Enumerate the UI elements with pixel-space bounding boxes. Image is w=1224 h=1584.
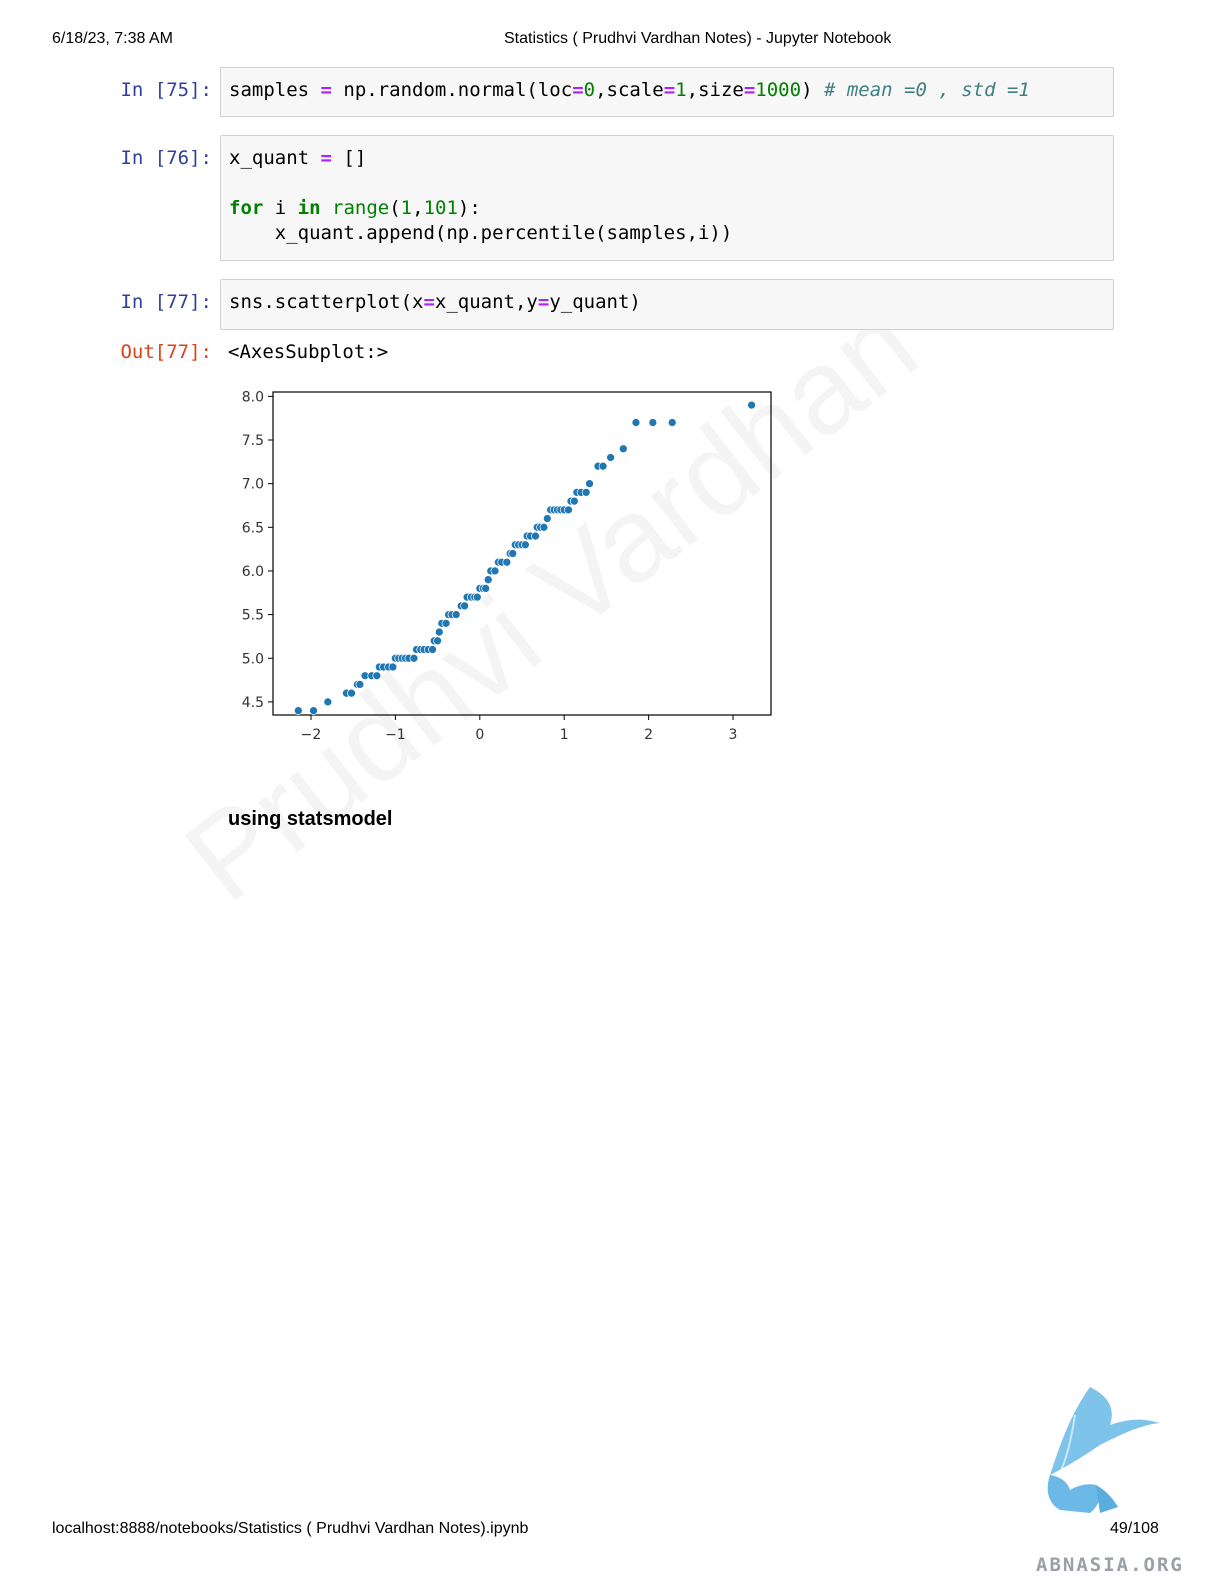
scatter-point <box>428 645 437 654</box>
y-tick-label: 6.0 <box>242 564 264 580</box>
page-number: 49/108 <box>1110 1520 1159 1537</box>
scatter-point <box>618 444 628 454</box>
scatter-point <box>667 418 677 427</box>
scatter-point <box>293 706 303 715</box>
scatter-point <box>451 610 461 619</box>
cell-prompt-77: In [77]: <box>120 291 212 313</box>
scatter-point <box>508 549 518 558</box>
scatter-point <box>747 400 756 410</box>
scatter-point <box>355 680 365 689</box>
scatter-point <box>606 453 615 462</box>
scatter-point <box>502 557 512 567</box>
cell-prompt-76: In [76]: <box>120 147 212 169</box>
scatter-point <box>481 584 491 593</box>
plot-frame <box>272 391 772 716</box>
scatter-point <box>441 618 451 628</box>
code-cell-75[interactable]: samples = np.random.normal(loc=0,scale=1… <box>220 67 1114 117</box>
griffin-logo-icon <box>1047 1387 1160 1513</box>
scatter-point <box>585 479 594 489</box>
x-tick-label: 0 <box>475 727 484 743</box>
scatter-point <box>648 418 658 427</box>
footer-url: localhost:8888/notebooks/Statistics ( Pr… <box>52 1520 529 1537</box>
scatter-point <box>521 540 530 550</box>
scatter-point <box>434 627 444 637</box>
x-tick-label: 2 <box>644 727 653 743</box>
output-text: <AxesSubplot:> <box>228 341 389 363</box>
page-title: Statistics ( Prudhvi Vardhan Notes) - Ju… <box>504 30 892 47</box>
scatter-point <box>433 636 442 646</box>
y-axis: 4.5 5.0 5.5 6.0 6.5 7.0 7.5 8.0 <box>242 389 273 711</box>
code-cell-77[interactable]: sns.scatterplot(x=x_quant,y=y_quant) <box>220 279 1114 330</box>
scatter-plot: 4.5 5.0 5.5 6.0 6.5 7.0 7.5 8.0 −2 −1 0 1 2 3 <box>242 389 772 743</box>
y-tick-label: 5.5 <box>242 608 264 624</box>
x-axis: −2 −1 0 1 2 3 <box>301 715 738 743</box>
y-tick-label: 7.0 <box>242 477 264 493</box>
y-tick-label: 5.0 <box>242 651 264 667</box>
scatter-point <box>598 461 608 471</box>
scatter-point <box>490 566 500 576</box>
scatter-point <box>539 522 549 532</box>
cell-prompt-75: In [75]: <box>120 79 212 101</box>
scatter-point <box>483 575 493 585</box>
scatter-point <box>569 496 579 506</box>
x-tick-label: 3 <box>729 727 738 743</box>
scatter-point <box>323 697 333 707</box>
scatter-point <box>472 592 482 602</box>
scatter-point <box>309 706 318 715</box>
scatter-points <box>293 400 756 715</box>
scatter-point <box>631 418 641 427</box>
scatter-point <box>372 671 382 681</box>
scatter-point <box>409 653 419 663</box>
scatter-point <box>581 488 591 497</box>
output-prompt-77: Out[77]: <box>120 341 212 363</box>
scatter-point <box>542 514 552 523</box>
code-cell-76[interactable]: x_quant = [] for i in range(1,101): x_qu… <box>220 135 1114 261</box>
x-tick-label: −2 <box>301 727 322 743</box>
print-datetime: 6/18/23, 7:38 AM <box>52 30 173 47</box>
markdown-heading: using statsmodel <box>228 808 393 830</box>
y-tick-label: 4.5 <box>242 695 264 711</box>
scatter-point <box>564 505 573 515</box>
y-tick-label: 8.0 <box>242 389 264 405</box>
y-tick-label: 6.5 <box>242 520 264 536</box>
scatter-point <box>460 601 469 611</box>
scatter-point <box>388 662 398 672</box>
scatter-point <box>347 688 356 698</box>
logo-text: ABNASIA.ORG <box>1036 1554 1184 1576</box>
x-tick-label: −1 <box>385 727 406 743</box>
scatter-point <box>531 531 540 541</box>
y-tick-label: 7.5 <box>242 433 264 449</box>
x-tick-label: 1 <box>560 727 569 743</box>
